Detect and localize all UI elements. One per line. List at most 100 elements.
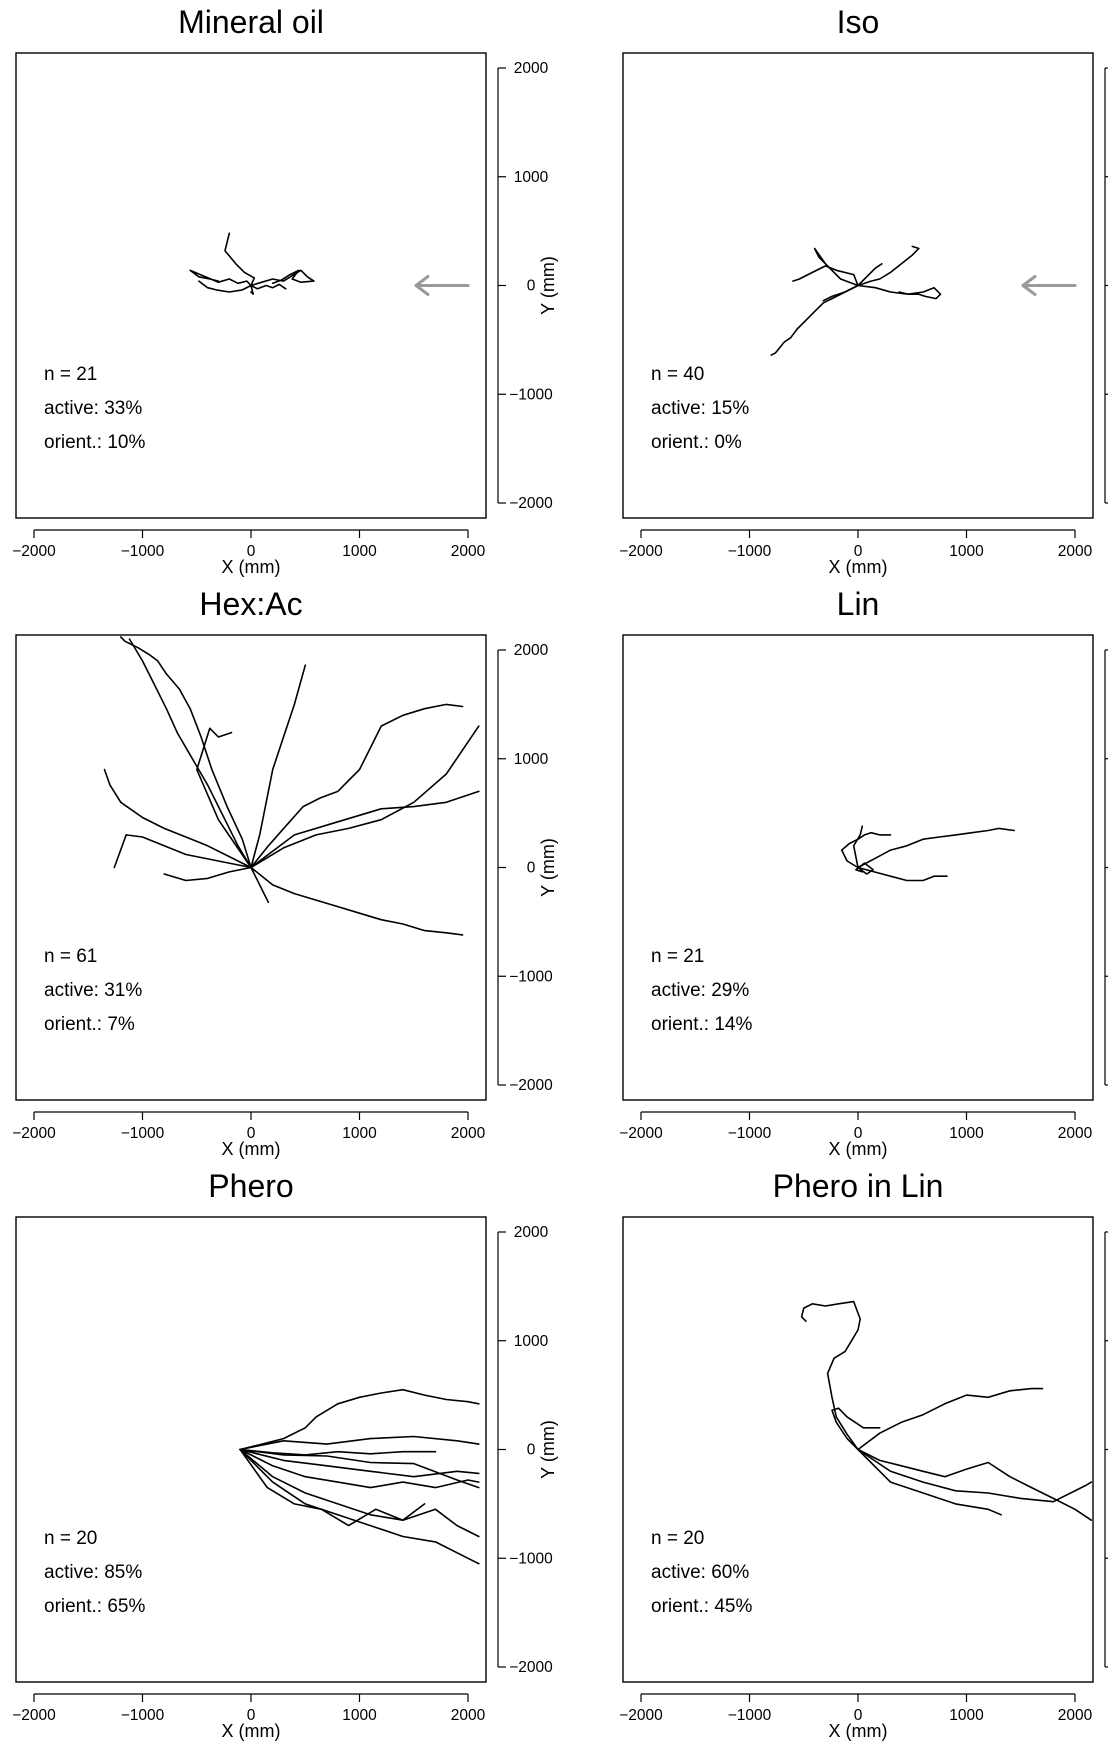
y-tick-label: 0 <box>527 1442 536 1459</box>
walking-track-2 <box>120 636 252 869</box>
plot-frame <box>15 1216 487 1683</box>
x-tick-label: 1000 <box>342 543 377 560</box>
stat-n: n = 20 <box>651 1528 704 1549</box>
y-tick-label: −1000 <box>509 1550 553 1567</box>
stats-block: n = 21 active: 33% orient.: 10% <box>44 364 145 453</box>
y-axis <box>1104 1231 1108 1668</box>
walking-track-11 <box>250 866 270 904</box>
plot-frame <box>622 634 1094 1101</box>
panel-title: Iso <box>837 4 880 40</box>
walking-track-4 <box>857 1448 1093 1503</box>
stat-active: active: 31% <box>44 980 142 1001</box>
walking-track-2 <box>857 1387 1044 1451</box>
y-tick-label: −2000 <box>509 495 553 512</box>
x-tick-label: 1000 <box>949 1707 984 1724</box>
x-axis-label: X (mm) <box>222 557 281 577</box>
panel-title: Mineral oil <box>178 4 324 40</box>
stat-orient: orient.: 14% <box>651 1014 752 1035</box>
walking-track-7 <box>239 1435 480 1451</box>
x-tick-label: 2000 <box>451 543 486 560</box>
walking-track-1 <box>770 284 859 356</box>
walking-track-6 <box>831 1407 881 1451</box>
trace-group <box>239 1388 480 1565</box>
x-axis-label: X (mm) <box>829 1721 888 1741</box>
y-tick-label: 0 <box>527 860 536 877</box>
x-tick-label: 0 <box>247 1125 256 1142</box>
x-tick-label: −2000 <box>619 1707 663 1724</box>
walking-track-8 <box>103 768 252 869</box>
walking-track-4 <box>198 280 252 293</box>
walking-track-1 <box>189 269 252 287</box>
x-axis: −2000 −1000 0 1000 2000 X (mm) <box>619 1111 1093 1159</box>
stat-n: n = 61 <box>44 946 97 967</box>
x-axis-label: X (mm) <box>829 557 888 577</box>
stats-block: n = 61 active: 31% orient.: 7% <box>44 946 142 1035</box>
panel-title: Lin <box>837 586 880 622</box>
x-tick-label: −1000 <box>728 1125 772 1142</box>
x-axis: −2000 −1000 0 1000 2000 X (mm) <box>12 1111 486 1159</box>
x-tick-label: −1000 <box>728 1707 772 1724</box>
stat-active: active: 33% <box>44 398 142 419</box>
plot-frame <box>15 52 487 519</box>
x-tick-label: 1000 <box>949 1125 984 1142</box>
panel-6: Phero in Lin −2000 −1000 0 1000 2000 X (mm) n =… <box>619 1168 1108 1741</box>
walking-track-9 <box>113 834 252 869</box>
trace-group <box>103 636 480 936</box>
panel-2: Iso −2000 −1000 0 1000 2000 X (mm) n = 40 active… <box>619 4 1108 577</box>
x-tick-label: 1000 <box>342 1707 377 1724</box>
x-tick-label: 1000 <box>342 1125 377 1142</box>
x-tick-label: −2000 <box>12 1707 56 1724</box>
x-tick-label: −2000 <box>619 543 663 560</box>
stat-orient: orient.: 45% <box>651 1596 752 1617</box>
x-axis: −2000 −1000 0 1000 2000 X (mm) <box>12 1693 486 1741</box>
walking-track-2 <box>792 265 859 287</box>
walking-track-4 <box>857 245 920 287</box>
x-tick-label: 2000 <box>1058 1125 1093 1142</box>
stat-n: n = 40 <box>651 364 704 385</box>
panel-1: Mineral oil −2000 −1000 0 1000 2000 X (mm) 2000… <box>12 4 558 577</box>
plot-frame <box>15 634 487 1101</box>
x-tick-label: 0 <box>854 1125 863 1142</box>
y-axis-label: Y (mm) <box>538 1420 558 1479</box>
walking-track-3 <box>250 269 315 287</box>
walking-track-4 <box>250 703 464 869</box>
stats-block: n = 21 active: 29% orient.: 14% <box>651 946 752 1035</box>
stats-block: n = 40 active: 15% orient.: 0% <box>651 364 749 453</box>
x-axis: −2000 −1000 0 1000 2000 X (mm) <box>619 1693 1093 1741</box>
x-axis-label: X (mm) <box>829 1139 888 1159</box>
x-axis: −2000 −1000 0 1000 2000 X (mm) <box>12 529 486 577</box>
stats-block: n = 20 active: 60% orient.: 45% <box>651 1528 752 1617</box>
stat-active: active: 85% <box>44 1562 142 1583</box>
x-tick-label: 1000 <box>949 543 984 560</box>
trace-group <box>800 1300 1093 1521</box>
walking-track-12 <box>196 727 252 869</box>
walking-track-6 <box>822 284 859 302</box>
y-tick-label: 0 <box>527 278 536 295</box>
walking-track-3 <box>813 247 859 287</box>
stat-n: n = 21 <box>44 364 97 385</box>
walking-track-8 <box>239 1448 480 1489</box>
x-axis-label: X (mm) <box>222 1721 281 1741</box>
x-tick-label: −1000 <box>728 543 772 560</box>
stat-active: active: 15% <box>651 398 749 419</box>
walking-track-1 <box>128 638 252 869</box>
arrow-head <box>414 275 430 296</box>
trace-group <box>770 245 942 356</box>
y-tick-label: −1000 <box>509 386 553 403</box>
x-tick-label: 0 <box>247 543 256 560</box>
y-axis-label: Y (mm) <box>538 256 558 315</box>
stat-n: n = 20 <box>44 1528 97 1549</box>
walking-track-2 <box>239 1448 437 1456</box>
x-tick-label: 0 <box>854 1707 863 1724</box>
y-tick-label: −2000 <box>509 1659 553 1676</box>
walking-track-1 <box>239 1388 480 1451</box>
x-tick-label: −2000 <box>619 1125 663 1142</box>
walking-track-5 <box>250 283 287 290</box>
y-tick-label: 1000 <box>514 751 549 768</box>
walking-track-6 <box>239 1448 480 1478</box>
y-tick-label: 2000 <box>514 60 549 77</box>
y-axis <box>1104 649 1108 1086</box>
walking-track-3 <box>239 1448 480 1489</box>
